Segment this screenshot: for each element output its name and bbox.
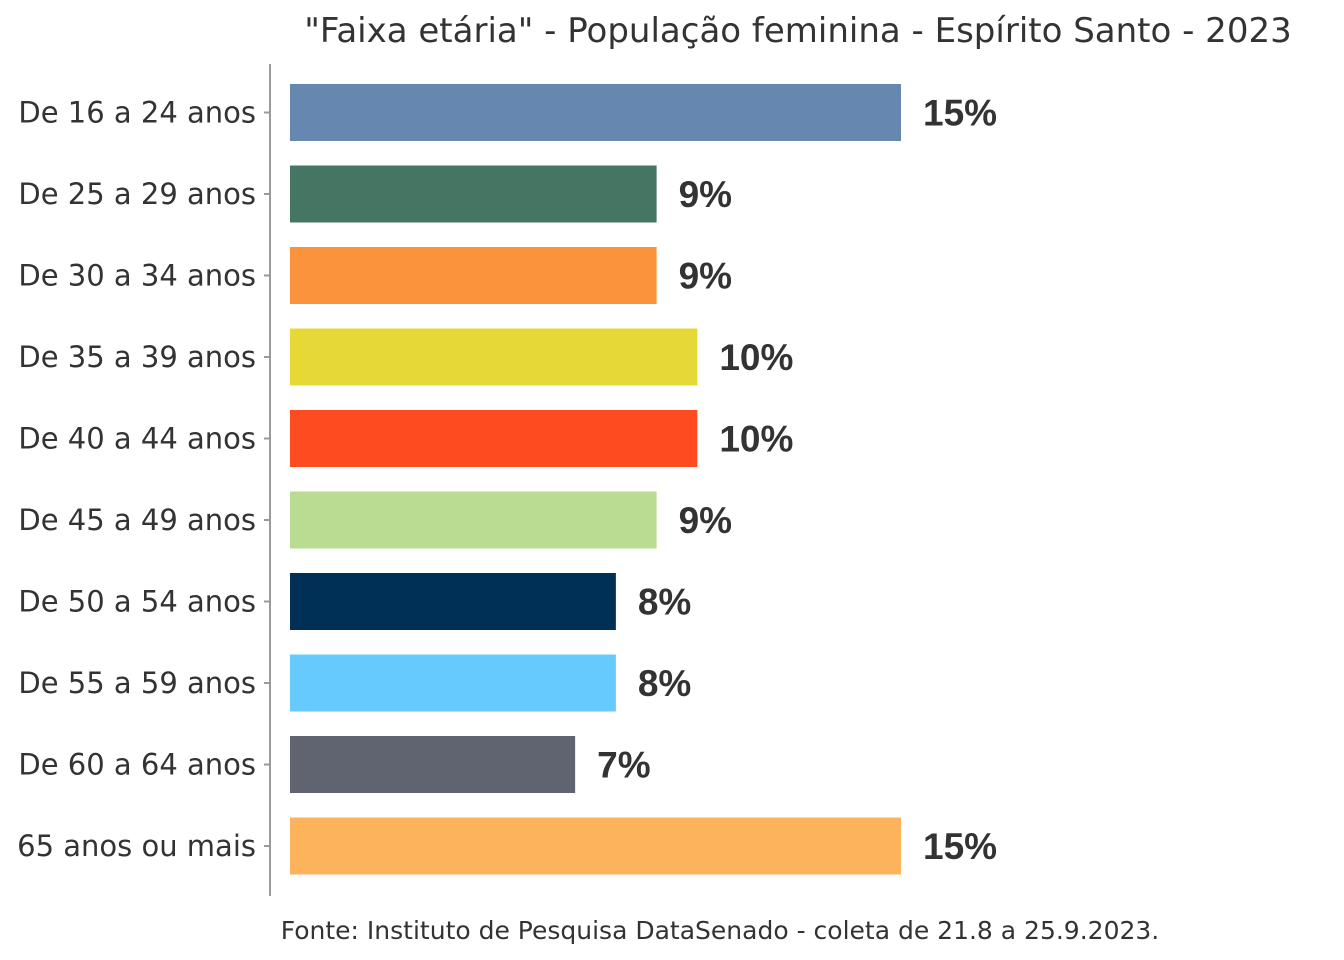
value-label-6: 9% — [679, 500, 732, 541]
bar-7 — [290, 573, 616, 630]
value-label-3: 9% — [679, 256, 732, 297]
source-note: Fonte: Instituto de Pesquisa DataSenado … — [281, 916, 1159, 945]
bar-2 — [290, 165, 657, 223]
bar-5 — [290, 410, 698, 467]
bars-group: De 16 a 24 anos 15% De 25 a 29 anos 9% De 30… — [17, 84, 997, 875]
category-label-1: De 16 a 24 anos — [18, 96, 256, 130]
value-label-2: 9% — [679, 174, 732, 215]
bar-10 — [290, 817, 901, 875]
bar-3 — [290, 247, 657, 304]
value-label-4: 10% — [719, 337, 793, 378]
bar-1 — [290, 84, 901, 141]
bar-8 — [290, 654, 616, 712]
category-label-6: De 45 a 49 anos — [18, 503, 256, 537]
bar-9 — [290, 736, 576, 793]
value-label-9: 7% — [597, 745, 650, 786]
category-label-7: De 50 a 54 anos — [18, 585, 256, 619]
value-label-5: 10% — [719, 419, 793, 460]
category-label-4: De 35 a 39 anos — [18, 340, 256, 374]
value-label-7: 8% — [638, 582, 691, 623]
category-label-8: De 55 a 59 anos — [18, 666, 256, 700]
category-label-3: De 30 a 34 anos — [18, 259, 256, 293]
value-label-1: 15% — [923, 93, 997, 134]
bar-6 — [290, 491, 657, 549]
category-label-2: De 25 a 29 anos — [18, 177, 256, 211]
category-label-10: 65 anos ou mais — [17, 829, 256, 863]
bar-4 — [290, 328, 698, 386]
chart-title: "Faixa etária" - População feminina - Es… — [304, 11, 1291, 51]
category-label-5: De 40 a 44 anos — [18, 422, 256, 456]
value-label-8: 8% — [638, 663, 691, 704]
category-label-9: De 60 a 64 anos — [18, 748, 256, 782]
value-label-10: 15% — [923, 826, 997, 867]
